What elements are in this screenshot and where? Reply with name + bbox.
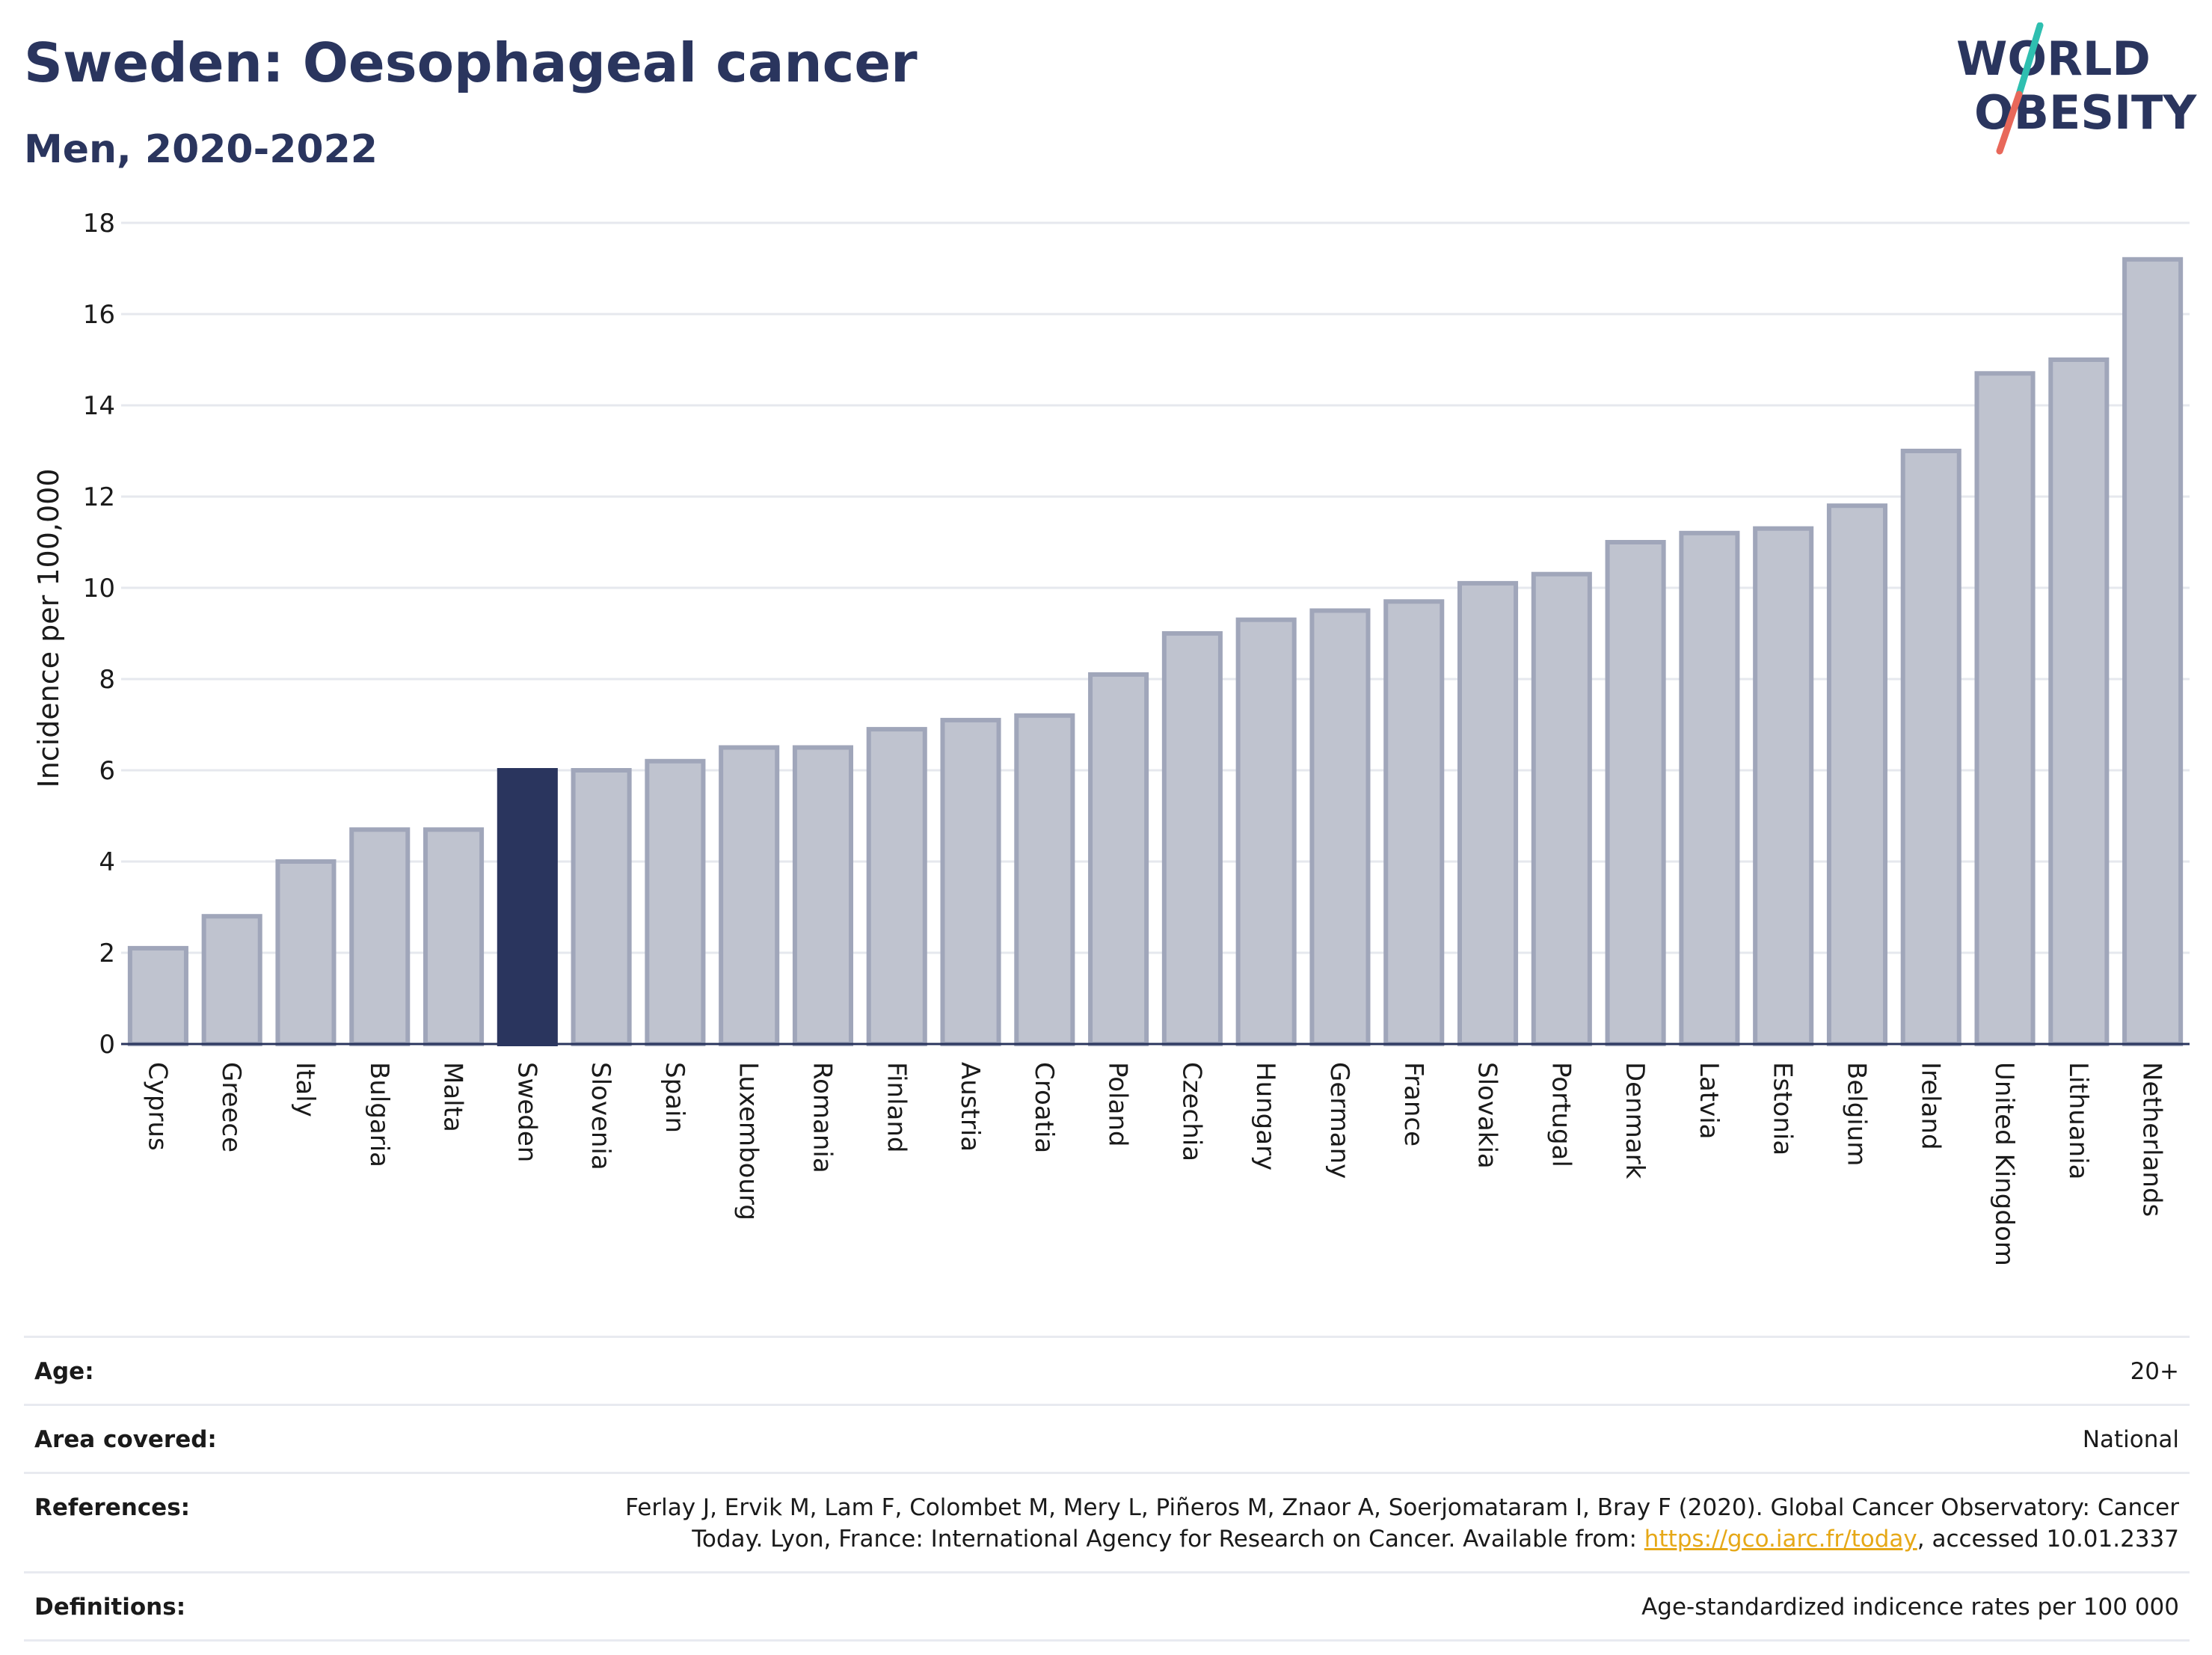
y-tick-label: 12 — [83, 482, 115, 512]
x-tick-label: United Kingdom — [1989, 1062, 2019, 1266]
logo-slash-teal — [2015, 22, 2044, 98]
bar — [423, 827, 485, 1047]
references-text-2: Today. Lyon, France: International Agenc… — [692, 1526, 1644, 1553]
bar — [1605, 540, 1666, 1046]
x-tick-label: Cyprus — [142, 1062, 172, 1151]
bar — [1900, 449, 1961, 1046]
y-tick-label: 6 — [99, 756, 115, 786]
x-tick-label: Slovenia — [586, 1062, 615, 1170]
x-tick-label: Denmark — [1620, 1062, 1650, 1179]
bar — [2122, 257, 2184, 1046]
row-references: References: Ferlay J, Ervik M, Lam F, Co… — [24, 1473, 2190, 1573]
bar-chart: 0 2 4 6 8 10 12 14 16 18 Cyprus Greece Italy Bulgari… — [32, 209, 2190, 1266]
chart-subtitle: Men, 2020-2022 — [24, 127, 378, 172]
x-tick-label: Croatia — [1029, 1062, 1059, 1153]
chart-title: Sweden: Oesophageal cancer — [24, 31, 918, 94]
bar — [792, 745, 854, 1046]
x-tick-label: Germany — [1324, 1062, 1354, 1179]
x-tick-label: Italy — [290, 1062, 320, 1117]
x-tick-label: Ireland — [1915, 1062, 1945, 1150]
bar — [349, 827, 411, 1047]
logo-text-world: WORLD — [1956, 31, 2151, 86]
x-tick-label: Finland — [881, 1062, 911, 1153]
x-tick-label: Estonia — [1768, 1062, 1798, 1155]
age-label: Age: — [34, 1358, 94, 1385]
bar — [2048, 357, 2110, 1046]
bar — [571, 768, 632, 1046]
age-value: 20+ — [2130, 1358, 2179, 1385]
bar — [275, 859, 337, 1046]
y-axis-label: Incidence per 100,000 — [32, 468, 65, 787]
x-tick-label: Bulgaria — [364, 1062, 394, 1167]
y-tick-label: 14 — [83, 391, 115, 421]
bar — [1161, 631, 1223, 1046]
x-tick-label: Romania — [807, 1062, 837, 1173]
bar — [1309, 608, 1371, 1046]
area-label: Area covered: — [34, 1426, 217, 1453]
y-tick-label: 10 — [83, 574, 115, 604]
bar — [1826, 503, 1888, 1046]
y-tick-labels: 0 2 4 6 8 10 12 14 16 18 — [83, 209, 115, 1060]
bar — [1753, 526, 1814, 1046]
x-tick-label: Czechia — [1176, 1062, 1206, 1161]
info-table: Age: 20+ Area covered: National Referenc… — [24, 1336, 2190, 1642]
y-tick-label: 4 — [99, 847, 115, 877]
x-tick-labels: Cyprus Greece Italy Bulgaria Malta Sweden Slov… — [142, 1062, 2166, 1266]
y-tick-label: 2 — [99, 939, 115, 968]
row-area: Area covered: National — [24, 1404, 2190, 1473]
bar — [1531, 571, 1592, 1046]
x-tick-label: Greece — [216, 1062, 246, 1152]
bar — [1974, 371, 2036, 1046]
x-tick-label: Portugal — [1546, 1062, 1576, 1167]
bar — [1383, 599, 1445, 1046]
bar — [1014, 713, 1075, 1046]
references-text-3: , accessed 10.01.2337 — [1917, 1526, 2179, 1553]
bar — [1088, 672, 1149, 1047]
x-tick-label: France — [1398, 1062, 1428, 1146]
references-label: References: — [34, 1494, 191, 1521]
bar — [719, 745, 780, 1046]
bar — [201, 914, 262, 1046]
bar — [1457, 580, 1519, 1046]
y-tick-label: 8 — [99, 665, 115, 695]
world-obesity-logo: WORLD OBESITY — [1956, 22, 2197, 155]
area-value: National — [2082, 1426, 2179, 1453]
y-tick-label: 18 — [83, 209, 115, 239]
references-text-1: Ferlay J, Ervik M, Lam F, Colombet M, Me… — [625, 1494, 2179, 1521]
bar — [866, 727, 927, 1046]
y-tick-label: 0 — [99, 1030, 115, 1060]
row-age: Age: 20+ — [24, 1336, 2190, 1405]
definitions-label: Definitions: — [34, 1594, 186, 1621]
references-value: Ferlay J, Ervik M, Lam F, Colombet M, Me… — [434, 1473, 2190, 1573]
x-tick-label: Slovakia — [1472, 1062, 1502, 1169]
x-tick-label: Lithuania — [2063, 1062, 2093, 1179]
bar — [497, 768, 558, 1046]
bar — [127, 945, 188, 1047]
definitions-value: Age-standardized indicence rates per 100… — [1641, 1594, 2179, 1621]
bar — [1679, 530, 1740, 1046]
y-tick-label: 16 — [83, 300, 115, 330]
row-definitions: Definitions: Age-standardized indicence … — [24, 1572, 2190, 1641]
x-tick-label: Austria — [955, 1062, 985, 1152]
logo-slash-coral — [1996, 90, 2023, 155]
x-tick-label: Belgium — [1841, 1062, 1871, 1166]
x-tick-label: Spain — [660, 1062, 689, 1133]
bar — [1235, 617, 1297, 1046]
x-tick-label: Poland — [1103, 1062, 1133, 1147]
x-tick-label: Hungary — [1250, 1062, 1280, 1170]
bar — [940, 717, 1001, 1047]
x-tick-label: Netherlands — [2137, 1062, 2167, 1217]
bar — [645, 758, 706, 1046]
references-link[interactable]: https://gco.iarc.fr/today — [1644, 1526, 1917, 1553]
x-tick-label: Latvia — [1694, 1062, 1724, 1140]
x-tick-label: Luxembourg — [734, 1062, 764, 1220]
bars — [127, 257, 2184, 1047]
x-tick-label: Malta — [438, 1062, 468, 1132]
x-tick-label: Sweden — [511, 1062, 541, 1162]
